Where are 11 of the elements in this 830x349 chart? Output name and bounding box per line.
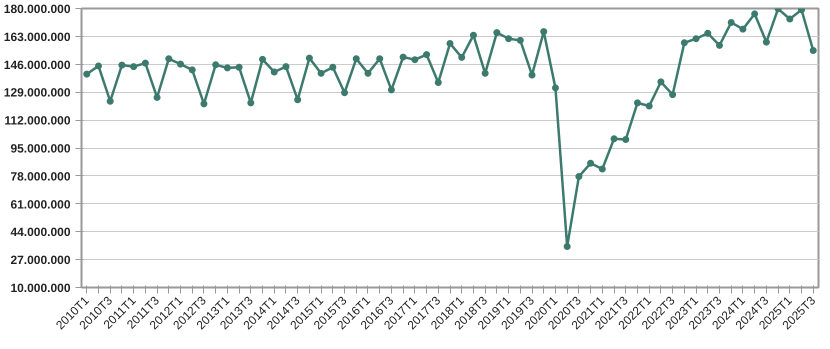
- y-tick-label: 61.000.000: [10, 197, 71, 212]
- y-tick-label: 10.000.000: [10, 281, 71, 295]
- y-tick-label: 129.000.000: [4, 86, 71, 100]
- y-tick-label: 112.000.000: [4, 114, 71, 128]
- y-tick-label: 78.000.000: [10, 169, 71, 184]
- y-tick-label: 146.000.000: [4, 58, 71, 72]
- y-tick-label: 180.000.000: [4, 2, 71, 16]
- y-tick-label: 95.000.000: [10, 142, 71, 156]
- y-tick-label: 44.000.000: [10, 225, 71, 240]
- y-tick-label: 27.000.000: [10, 253, 71, 268]
- y-tick-label: 163.000.000: [4, 30, 71, 44]
